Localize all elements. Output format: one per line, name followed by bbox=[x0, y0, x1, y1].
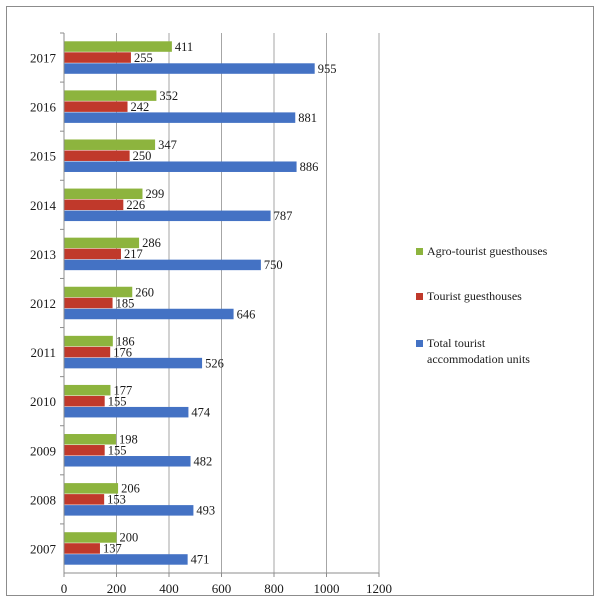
data-label: 155 bbox=[108, 444, 127, 458]
legend-label: Agro-tourist guesthouses bbox=[427, 244, 548, 258]
data-label: 886 bbox=[300, 160, 319, 174]
bar bbox=[64, 297, 113, 309]
bar bbox=[64, 308, 234, 320]
data-label: 176 bbox=[113, 345, 132, 359]
data-label: 226 bbox=[126, 198, 145, 212]
y-tick-label: 2011 bbox=[30, 345, 56, 360]
bar bbox=[64, 259, 261, 271]
bar bbox=[64, 41, 172, 52]
bar bbox=[64, 357, 203, 369]
legend-swatch bbox=[416, 248, 423, 255]
y-tick-label: 2016 bbox=[30, 100, 57, 115]
data-labels: 2001374712061534931981554821771554741861… bbox=[103, 40, 336, 567]
bar bbox=[64, 139, 156, 150]
y-tick-label: 2015 bbox=[30, 149, 56, 164]
bar bbox=[64, 456, 191, 467]
bar bbox=[64, 532, 117, 543]
legend-swatch bbox=[416, 293, 423, 300]
data-label: 255 bbox=[134, 51, 153, 65]
legend-label: accommodation units bbox=[427, 352, 530, 366]
axes: 0 200 400 600 800 1000 1200 2007 2008 2009 2010 201… bbox=[30, 32, 392, 596]
data-label: 955 bbox=[318, 62, 337, 76]
y-tick-label: 2013 bbox=[30, 247, 56, 262]
data-label: 352 bbox=[159, 89, 178, 103]
data-label: 787 bbox=[274, 209, 293, 223]
data-label: 137 bbox=[103, 542, 122, 556]
data-label: 186 bbox=[116, 334, 135, 348]
x-tick-label: 0 bbox=[61, 581, 68, 596]
data-label: 217 bbox=[124, 247, 143, 261]
data-label: 242 bbox=[131, 100, 150, 114]
bar bbox=[64, 505, 194, 516]
legend-swatch bbox=[416, 340, 423, 347]
bars bbox=[64, 41, 315, 565]
bar bbox=[64, 543, 100, 554]
legend: Agro-tourist guesthouses Tourist guesthou… bbox=[416, 244, 548, 366]
data-label: 471 bbox=[191, 553, 210, 567]
y-tick-label: 2007 bbox=[30, 541, 57, 556]
y-tick-label: 2012 bbox=[30, 296, 56, 311]
data-label: 260 bbox=[135, 285, 154, 299]
data-label: 482 bbox=[194, 455, 213, 469]
legend-label: Tourist guesthouses bbox=[427, 289, 522, 303]
x-tick-label: 400 bbox=[159, 581, 179, 596]
x-tick-label: 800 bbox=[264, 581, 284, 596]
y-tick-label: 2014 bbox=[30, 198, 57, 213]
y-tick-label: 2008 bbox=[30, 492, 56, 507]
bar bbox=[64, 335, 113, 347]
bar bbox=[64, 395, 105, 407]
data-label: 155 bbox=[108, 394, 127, 408]
bar bbox=[64, 434, 116, 445]
data-label: 881 bbox=[298, 111, 317, 125]
gridlines bbox=[116, 33, 380, 573]
data-label: 153 bbox=[107, 493, 126, 507]
bar bbox=[64, 346, 111, 358]
data-label: 206 bbox=[121, 482, 140, 496]
data-label: 250 bbox=[133, 149, 152, 163]
x-tick-label: 600 bbox=[212, 581, 232, 596]
bar bbox=[64, 90, 157, 101]
bar bbox=[64, 554, 188, 565]
data-label: 299 bbox=[145, 187, 164, 201]
y-tick-label: 2009 bbox=[30, 443, 56, 458]
data-label: 347 bbox=[158, 138, 177, 152]
data-label: 286 bbox=[142, 236, 161, 250]
data-label: 646 bbox=[237, 307, 256, 321]
data-label: 185 bbox=[116, 296, 135, 310]
x-tick-label: 1200 bbox=[366, 581, 392, 596]
data-label: 526 bbox=[205, 356, 224, 370]
bar bbox=[64, 406, 189, 418]
legend-label: Total tourist bbox=[427, 336, 486, 350]
bar bbox=[64, 161, 297, 172]
bar bbox=[64, 384, 111, 396]
y-tick-label: 2010 bbox=[30, 394, 56, 409]
bar bbox=[64, 112, 296, 123]
bar bbox=[64, 188, 143, 200]
bar bbox=[64, 199, 124, 211]
bar bbox=[64, 101, 128, 112]
bar bbox=[64, 63, 315, 74]
bar bbox=[64, 494, 105, 505]
bar bbox=[64, 210, 271, 222]
bar bbox=[64, 237, 140, 249]
data-label: 750 bbox=[264, 258, 283, 272]
data-label: 493 bbox=[196, 504, 215, 518]
bar bbox=[64, 150, 130, 161]
bar bbox=[64, 483, 119, 494]
data-label: 177 bbox=[113, 383, 132, 397]
x-tick-label: 200 bbox=[107, 581, 127, 596]
bar bbox=[64, 286, 133, 298]
bar bbox=[64, 248, 121, 260]
y-tick-label: 2017 bbox=[30, 51, 57, 66]
data-label: 198 bbox=[119, 433, 138, 447]
data-label: 200 bbox=[120, 531, 139, 545]
data-label: 411 bbox=[175, 40, 193, 54]
bar bbox=[64, 52, 131, 63]
bar bbox=[64, 445, 105, 456]
x-tick-label: 1000 bbox=[314, 581, 340, 596]
data-label: 474 bbox=[191, 405, 211, 419]
